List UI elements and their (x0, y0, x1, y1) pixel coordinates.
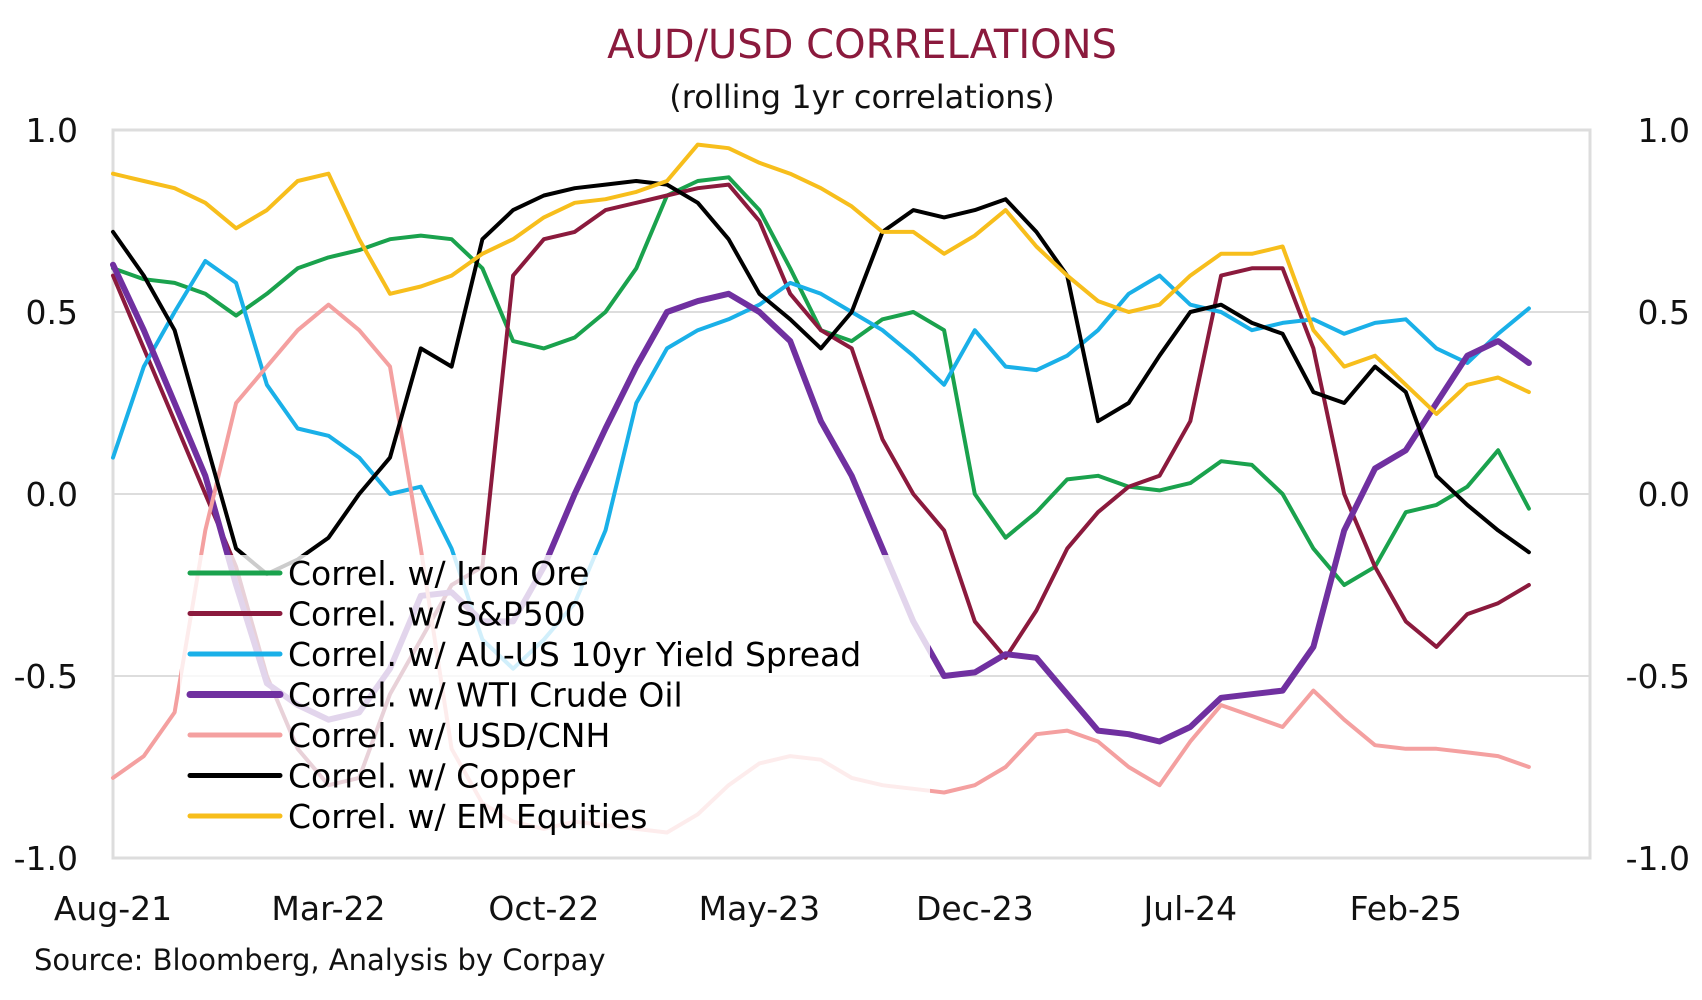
y-tick-label-left: 1.0 (26, 111, 78, 150)
y-tick-label-right: 0.0 (1638, 475, 1690, 514)
series-line-2 (111, 259, 1531, 671)
y-tick-label-right: 1.0 (1638, 111, 1690, 150)
y-tick-label-right: -1.0 (1626, 839, 1690, 878)
x-axis: Aug-21 Mar-22 Oct-22 May-23 Dec-23 Jul-24 Feb-… (54, 889, 1462, 928)
y-axis-right: 1.0 0.5 0.0 -0.5 -1.0 (1626, 111, 1690, 878)
legend-label: Correl. w/ Iron Ore (288, 554, 589, 593)
x-tick-label: Aug-21 (54, 889, 172, 928)
x-tick-label: Jul-24 (1141, 889, 1237, 928)
x-tick-label: May-23 (699, 889, 821, 928)
y-axis-left: 1.0 0.5 0.0 -0.5 -1.0 (14, 111, 78, 878)
legend-label: Correl. w/ Copper (288, 757, 576, 796)
source-note: Source: Bloomberg, Analysis by Corpay (34, 943, 606, 977)
y-tick-label-left: -1.0 (14, 839, 78, 878)
series-line-5 (111, 179, 1531, 577)
x-tick-label: Feb-25 (1350, 889, 1462, 928)
legend-label: Correl. w/ AU-US 10yr Yield Spread (288, 635, 861, 674)
y-tick-label-left: -0.5 (14, 657, 78, 696)
chart-subtitle: (rolling 1yr correlations) (669, 78, 1054, 116)
x-tick-label: Oct-22 (488, 889, 599, 928)
series-line-6 (111, 142, 1531, 416)
legend-label: Correl. w/ USD/CNH (288, 716, 610, 755)
y-tick-label-left: 0.0 (26, 475, 78, 514)
legend-label: Correl. w/ EM Equities (288, 797, 647, 836)
series-lines (110, 142, 1532, 835)
legend-label: Correl. w/ S&P500 (288, 595, 586, 634)
y-tick-label-right: 0.5 (1638, 293, 1690, 332)
legend-background (180, 555, 930, 847)
y-tick-label-left: 0.5 (26, 293, 78, 332)
x-tick-label: Dec-23 (916, 889, 1034, 928)
y-tick-label-right: -0.5 (1626, 657, 1690, 696)
plot-frame (111, 128, 1592, 860)
legend-label: Correl. w/ WTI Crude Oil (288, 676, 683, 715)
chart-title: AUD/USD CORRELATIONS (607, 22, 1117, 68)
x-tick-label: Mar-22 (271, 889, 385, 928)
series-line-0 (111, 175, 1531, 587)
